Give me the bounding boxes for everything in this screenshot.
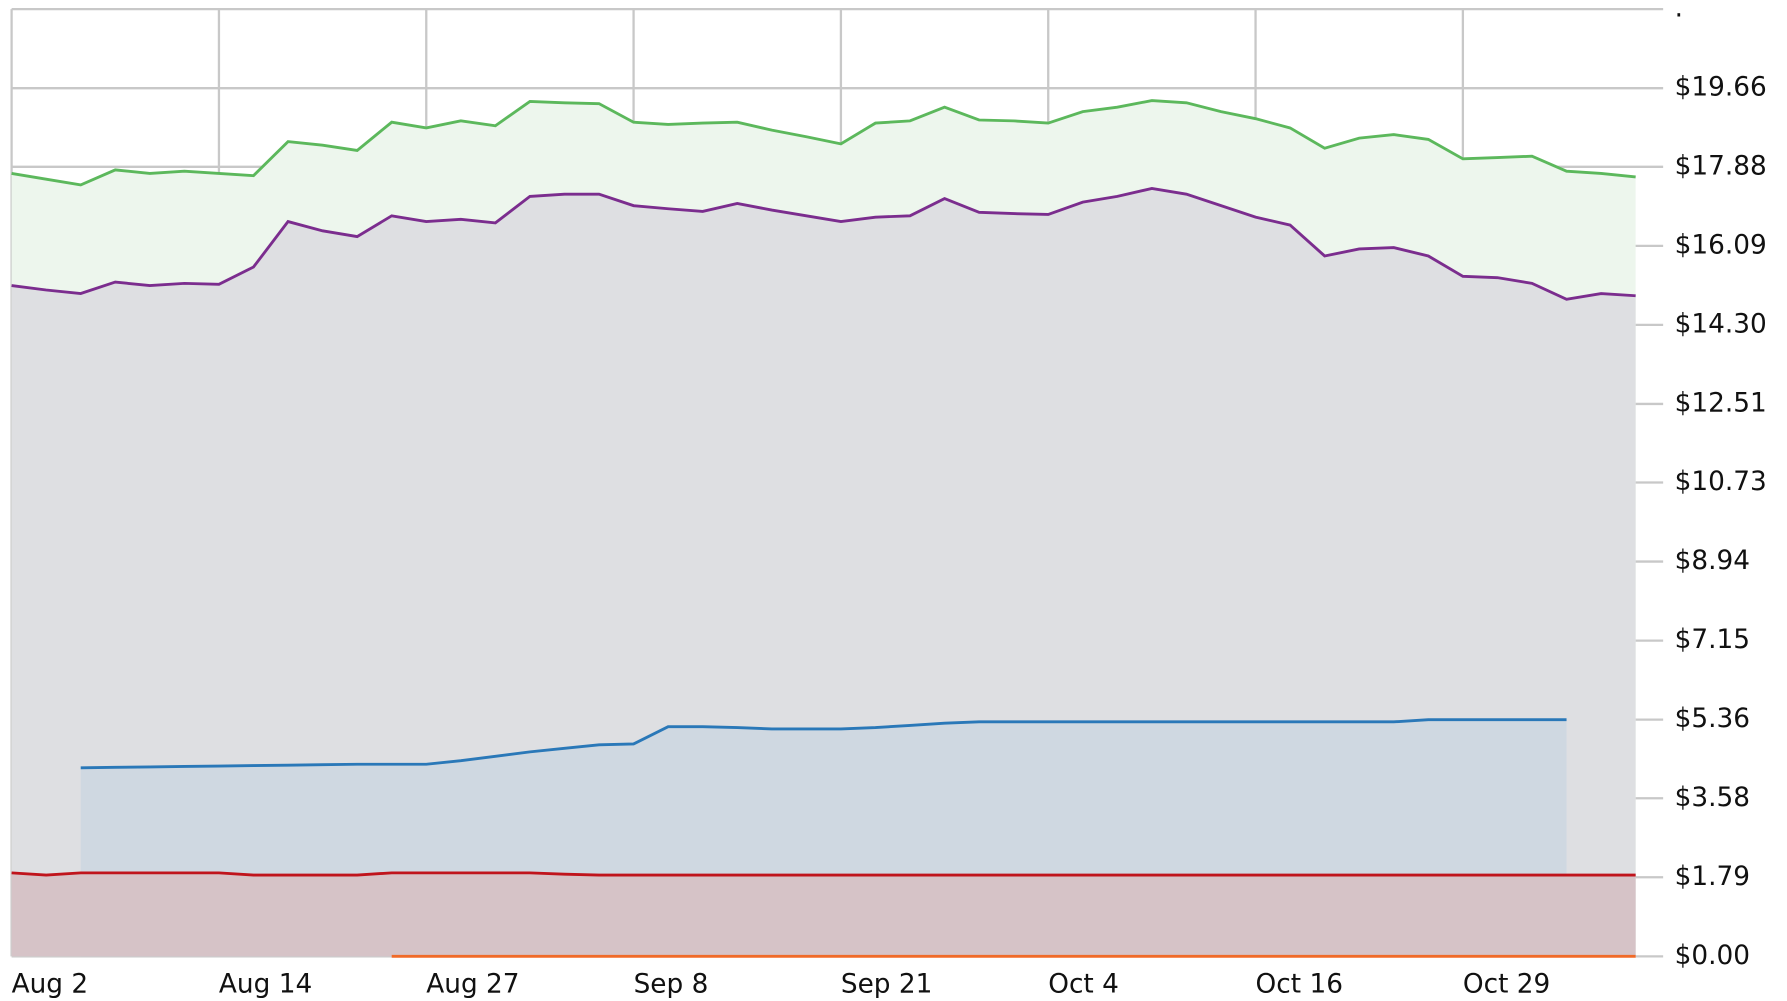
x-tick-label: Oct 29	[1463, 969, 1550, 999]
x-tick-label: Oct 16	[1256, 969, 1343, 999]
x-tick-label: Aug 27	[426, 969, 519, 999]
line	[11, 186, 1636, 301]
y-tick-label: $5.36	[1675, 704, 1750, 734]
y-tick-label: $1.79	[1675, 862, 1750, 892]
line	[11, 871, 1636, 877]
y-tick-label: $19.66	[1675, 73, 1767, 103]
line	[11, 99, 1636, 187]
area	[11, 872, 1636, 957]
y-tick-label: .	[1675, 0, 1683, 24]
x-tick-label: Aug 2	[12, 969, 89, 999]
y-tick-label: $3.58	[1675, 783, 1750, 813]
y-tick-label: $7.15	[1675, 625, 1750, 655]
y-tick-label: $8.94	[1675, 546, 1750, 576]
x-tick-label: Oct 4	[1048, 969, 1119, 999]
x-tick-label: Aug 14	[219, 969, 312, 999]
y-tick-label: $14.30	[1675, 309, 1767, 339]
y-tick-label: $17.88	[1675, 151, 1767, 181]
y-tick-label: $12.51	[1675, 388, 1767, 418]
x-tick-label: Sep 8	[634, 969, 709, 999]
y-tick-label: $0.00	[1675, 941, 1750, 971]
line	[80, 718, 1567, 770]
y-tick-label: $16.09	[1675, 230, 1767, 260]
x-tick-label: Sep 21	[841, 969, 933, 999]
y-tick-label: $10.73	[1675, 467, 1767, 497]
